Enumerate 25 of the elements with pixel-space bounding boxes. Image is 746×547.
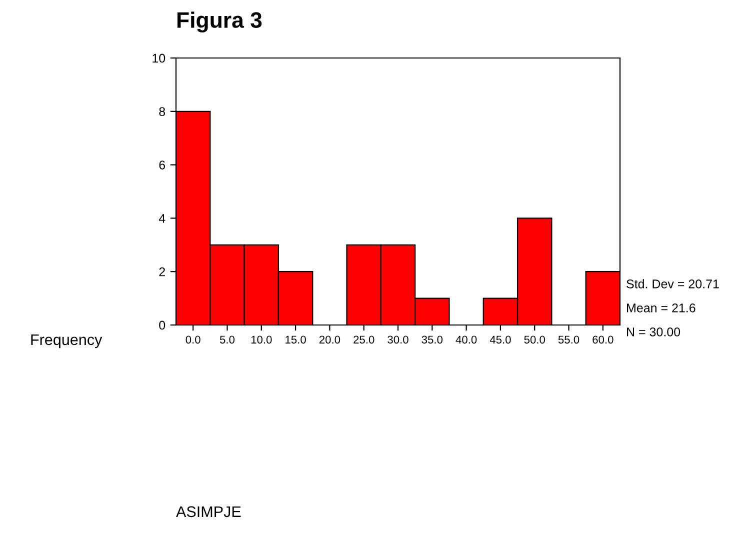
x-tick-label: 5.0 [220,336,235,344]
x-tick-label: 45.0 [490,336,511,344]
x-tick-label: 25.0 [354,336,374,344]
chart-title: Figura 3 [177,12,262,32]
text: ASIMPJE [176,506,241,518]
text: N = 30.00 [627,328,680,336]
y-tick-label: 4 [158,214,166,223]
y-tick-label: 10 [152,54,166,63]
text: Mean = 21.6 [627,304,696,312]
x-tick-label: 50.0 [524,336,545,344]
x-tick-label: 60.0 [592,336,614,344]
x-tick-label: 15.0 [286,336,306,344]
x-tick-label: 10.0 [251,336,272,344]
y-tick-label: 8 [159,107,166,116]
x-tick-label: 20.0 [319,336,340,344]
y-tick-label: 2 [159,267,165,276]
x-tick-label: 35.0 [422,336,443,344]
x-tick-label: 0.0 [186,336,200,344]
y-axis-title: Frequency [31,334,102,348]
x-tick-label: 40.0 [456,336,477,344]
text: Std. Dev = 20.71 [626,279,719,288]
y-tick-label: 0 [159,320,166,330]
x-tick-label: 30.0 [388,336,408,344]
y-tick-label: 6 [159,160,166,170]
x-tick-label: 55.0 [558,336,580,344]
